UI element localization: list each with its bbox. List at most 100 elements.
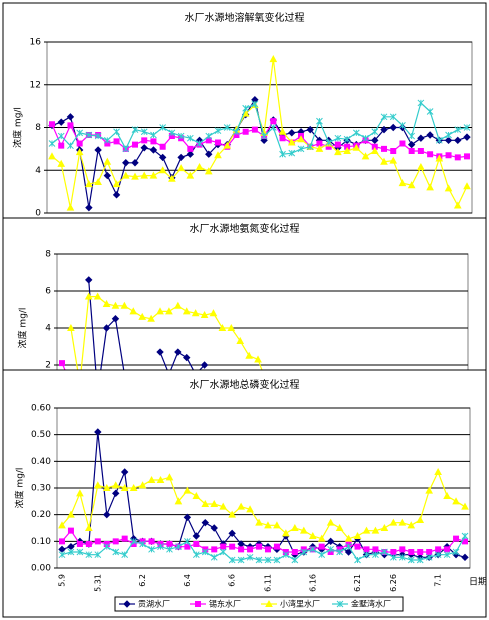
data-point [219, 548, 227, 556]
data-point [317, 534, 326, 542]
data-point [282, 529, 290, 537]
data-point [103, 510, 111, 519]
legend-marker [336, 600, 344, 608]
data-point [186, 134, 194, 142]
data-point [204, 167, 213, 175]
data-point [444, 546, 451, 553]
data-point [461, 553, 469, 562]
legend-box [114, 596, 404, 612]
data-point [201, 499, 210, 507]
data-point [166, 545, 173, 553]
data-point [112, 180, 121, 188]
data-point [326, 518, 335, 526]
data-point [112, 548, 120, 556]
data-point [103, 171, 112, 180]
data-point [159, 143, 166, 150]
data-point [363, 546, 370, 553]
data-point [186, 150, 195, 158]
data-point [113, 138, 120, 145]
data-point [223, 124, 231, 131]
data-point [291, 556, 299, 564]
data-point [316, 117, 323, 125]
data-point [150, 138, 157, 145]
data-point [344, 534, 353, 542]
legend-marker [123, 600, 131, 608]
data-point [113, 128, 120, 136]
data-point [371, 143, 378, 150]
data-point [139, 540, 146, 548]
data-point [454, 126, 462, 133]
data-point [389, 113, 397, 121]
data-point [299, 526, 308, 534]
data-point [131, 159, 139, 167]
x-tick-label: 5.9 [58, 574, 67, 587]
data-point [67, 548, 75, 556]
x-tick-label: 6.11 [263, 574, 272, 592]
data-point [147, 314, 155, 322]
data-point [269, 124, 277, 131]
data-point [463, 124, 471, 131]
data-point [371, 136, 379, 145]
series-line [61, 431, 466, 558]
data-point [288, 129, 296, 137]
data-point [57, 159, 66, 167]
data-point [195, 162, 204, 171]
data-point [264, 521, 272, 529]
data-point [399, 546, 406, 553]
data-point [129, 483, 138, 491]
data-point [270, 118, 277, 125]
data-point [76, 541, 83, 547]
data-point [157, 543, 164, 551]
data-point [237, 556, 245, 564]
data-point [66, 203, 75, 211]
data-point [371, 128, 379, 136]
data-point [156, 475, 165, 483]
data-point [273, 543, 280, 550]
data-point [398, 179, 407, 187]
y-tick-label: 0.00 [31, 564, 51, 574]
data-point [84, 292, 93, 300]
data-point [246, 553, 254, 561]
data-point [177, 153, 185, 162]
x-tick-label: 6.16 [308, 574, 317, 592]
data-point [334, 134, 342, 142]
data-point [454, 154, 461, 161]
series-line [61, 535, 466, 561]
data-point [159, 124, 167, 131]
data-point [228, 556, 236, 564]
data-point [425, 486, 434, 494]
data-point [121, 535, 128, 542]
data-point [102, 483, 111, 491]
series-line [51, 119, 468, 159]
data-point [122, 159, 130, 167]
data-point [121, 171, 130, 179]
data-point [245, 351, 253, 359]
data-point [251, 100, 259, 108]
data-point [381, 145, 387, 152]
data-point [407, 556, 415, 564]
data-point [380, 113, 388, 121]
data-point [174, 497, 183, 505]
data-point [390, 148, 397, 155]
data-point [103, 543, 111, 551]
data-point [112, 191, 121, 199]
data-point [343, 146, 351, 155]
data-point [255, 556, 263, 564]
data-point [192, 551, 200, 559]
y-axis-label: 浓度 mg/l [12, 107, 24, 148]
data-point [463, 182, 471, 190]
x-tick-label: 6.21 [353, 574, 362, 592]
data-point [67, 122, 74, 129]
data-point [67, 510, 75, 518]
data-point [269, 55, 278, 63]
data-point [76, 548, 84, 556]
data-point [361, 152, 370, 160]
data-point [345, 543, 352, 551]
data-point [326, 537, 335, 546]
data-point [130, 537, 137, 545]
data-point [177, 132, 185, 140]
data-point [399, 140, 406, 147]
data-point [215, 139, 221, 146]
data-point [85, 203, 93, 212]
